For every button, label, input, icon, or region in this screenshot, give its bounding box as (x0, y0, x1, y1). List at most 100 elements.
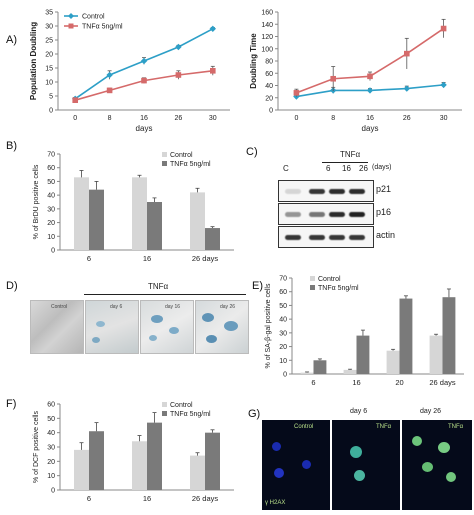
legend-swatch-marker (68, 13, 74, 19)
bar (89, 431, 104, 490)
data-point (140, 57, 148, 65)
legend-swatch-marker (68, 23, 74, 29)
fl-inner-label-day-6: TNFα (376, 424, 392, 430)
x-tick-label: 0 (294, 115, 298, 122)
sa-bgal-micrographs: TNFα Control day 6 day 16 day 26 (28, 282, 250, 374)
legend-swatch (310, 276, 315, 281)
y-tick-label: 140 (261, 22, 273, 29)
bgal-stain-spot (96, 321, 105, 327)
band-p21-c (285, 189, 301, 194)
y-tick-label: 20 (47, 459, 55, 466)
blot-row-actin (278, 226, 374, 248)
y-tick-label: 120 (261, 34, 273, 41)
chart-doubling-time: 0 20 40 60 80 100 120 140 160 Doubling Time 0 8 16 26… (249, 10, 462, 133)
y-tick-label: 30 (47, 206, 55, 213)
chart-brdu-positive: 0 10 20 30 40 50 60 70 % of BrDU positive cells 6… (33, 152, 234, 263)
y-tick-label: 60 (279, 289, 287, 296)
x-tick-label: 30 (440, 115, 448, 122)
band-p21-26 (349, 189, 365, 194)
y-tick-label: 30 (45, 24, 53, 31)
y-tick-label: 60 (47, 165, 55, 172)
nucleus (272, 442, 281, 451)
blot-lane-c: C (283, 164, 289, 173)
bgal-stain-spot (149, 335, 157, 341)
y-axis-label: Doubling Time (249, 33, 258, 89)
y-tick-label: 40 (265, 83, 273, 90)
y-tick-label: 30 (47, 445, 55, 452)
bgal-stain-spot (169, 327, 179, 334)
y-tick-label: 50 (47, 416, 55, 423)
band-p16-c (285, 212, 301, 217)
legend-swatch (310, 285, 315, 290)
x-tick-label: 16 (352, 378, 360, 387)
blot-label-actin: actin (376, 230, 396, 240)
data-point (366, 87, 374, 94)
y-tick-label: 0 (51, 488, 55, 495)
band-actin-c (285, 235, 301, 240)
panel-letter-b: B) (6, 140, 17, 152)
x-tick-label: 26 (403, 115, 411, 122)
x-axis-label: days (136, 124, 153, 133)
legend-label: Control (318, 276, 341, 283)
y-tick-label: 20 (265, 95, 273, 102)
band-p21-6 (309, 189, 325, 194)
y-tick-label: 0 (51, 248, 55, 255)
bgal-stain-spot (202, 313, 214, 322)
legend-label: Control (82, 14, 105, 21)
bar (205, 432, 220, 490)
data-point (175, 43, 182, 51)
x-tick-label: 8 (108, 115, 112, 122)
y-axis-label: % of DCF positive cells (33, 411, 40, 483)
bar (74, 449, 89, 490)
y-tick-label: 50 (279, 303, 287, 310)
legend-label: TNFα 5ng/ml (170, 411, 211, 418)
y-tick-label: 0 (49, 108, 53, 115)
blot-row-p16 (278, 203, 374, 225)
x-tick-label: 16 (366, 115, 374, 122)
data-point (210, 68, 216, 74)
x-tick-label: 16 (140, 115, 148, 122)
bar (343, 369, 357, 374)
blot-label-p21: p21 (376, 184, 392, 194)
micro-label-day-6: day 6 (110, 304, 123, 310)
y-tick-label: 30 (279, 330, 287, 337)
legend-label: TNFα 5ng/ml (318, 285, 359, 292)
y-tick-label: 5 (49, 94, 53, 101)
nucleus (274, 468, 284, 478)
x-tick-label: 26 days (192, 494, 219, 503)
y-tick-label: 100 (261, 46, 273, 53)
y-tick-label: 50 (47, 179, 55, 186)
y-tick-label: 10 (47, 473, 55, 480)
chart-population-doubling: 0 5 10 15 20 25 30 35 Population Doubling 0 8 16 26 3… (29, 10, 230, 133)
legend-label: Control (170, 402, 193, 409)
y-tick-label: 15 (45, 66, 53, 73)
nucleus (350, 446, 362, 458)
bgal-stain-spot (206, 335, 217, 343)
data-point (141, 77, 147, 84)
y-tick-label: 10 (279, 358, 287, 365)
x-tick-label: 8 (331, 115, 335, 122)
fl-inner-label-day-26: TNFα (448, 424, 464, 430)
fl-marker-label: γ H2AX (265, 500, 286, 506)
nucleus (422, 462, 433, 472)
data-point (293, 90, 300, 96)
blot-tnf-label: TNFα (340, 150, 361, 159)
x-axis-label: days (362, 124, 379, 133)
nucleus (446, 472, 456, 482)
data-point (440, 81, 447, 89)
data-point (404, 50, 410, 57)
micrograph-day-16: day 16 (140, 300, 194, 354)
bar (132, 441, 147, 490)
legend-swatch (162, 411, 167, 416)
legend-swatch (162, 161, 167, 166)
data-point (440, 25, 447, 32)
nucleus (302, 460, 311, 469)
band-p16-26 (349, 212, 365, 217)
y-axis-label: % of SA-β-gal positive cells (265, 283, 272, 368)
bar (356, 335, 370, 374)
fluorescence-day-26: TNFα (402, 420, 472, 510)
panel-letter-f: F) (6, 398, 17, 410)
blot-lane-6: 6 (326, 164, 331, 173)
y-tick-label: 80 (265, 59, 273, 66)
nucleus (438, 442, 450, 453)
